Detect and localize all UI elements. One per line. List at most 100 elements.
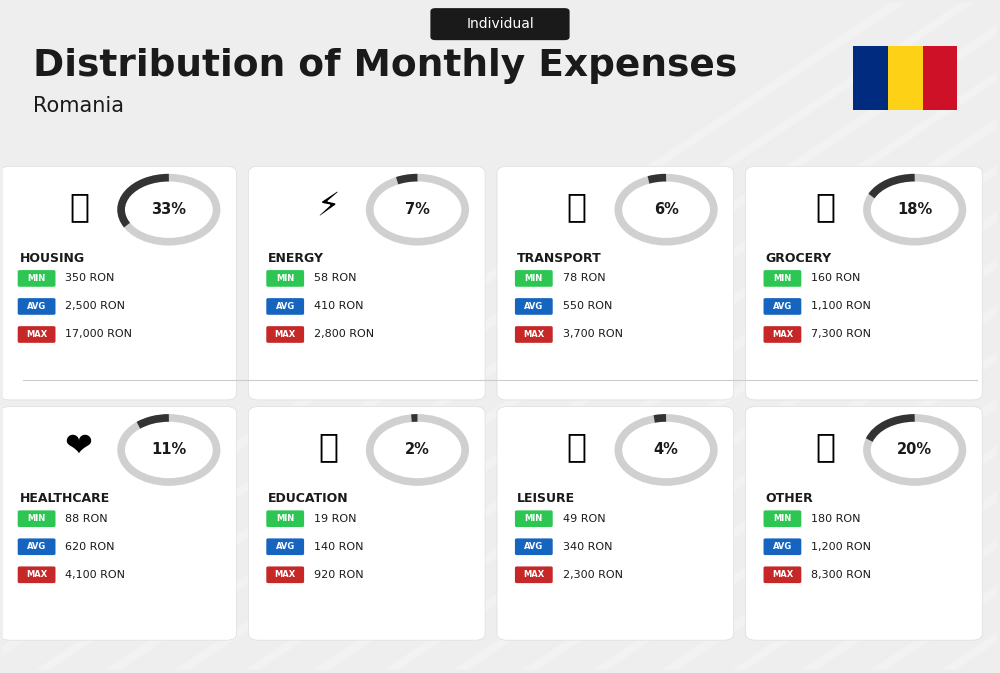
Text: 7%: 7% (405, 202, 430, 217)
FancyBboxPatch shape (497, 166, 734, 400)
FancyBboxPatch shape (266, 567, 304, 583)
Text: Romania: Romania (33, 96, 124, 116)
FancyBboxPatch shape (764, 567, 801, 583)
Text: 140 RON: 140 RON (314, 542, 364, 552)
FancyBboxPatch shape (746, 166, 982, 400)
Text: 920 RON: 920 RON (314, 570, 364, 579)
FancyBboxPatch shape (764, 298, 801, 315)
FancyBboxPatch shape (853, 46, 888, 110)
Text: MAX: MAX (275, 570, 296, 579)
Text: 550 RON: 550 RON (563, 302, 612, 312)
FancyBboxPatch shape (515, 510, 553, 527)
Text: Individual: Individual (466, 17, 534, 31)
Text: 1,100 RON: 1,100 RON (811, 302, 871, 312)
Text: ENERGY: ENERGY (268, 252, 324, 265)
Text: 19 RON: 19 RON (314, 513, 357, 524)
FancyBboxPatch shape (0, 406, 236, 640)
Text: 58 RON: 58 RON (314, 273, 357, 283)
FancyBboxPatch shape (248, 166, 485, 400)
FancyBboxPatch shape (266, 510, 304, 527)
Text: MAX: MAX (26, 330, 47, 339)
Text: 20%: 20% (897, 442, 932, 458)
FancyBboxPatch shape (497, 406, 734, 640)
FancyBboxPatch shape (266, 538, 304, 555)
FancyBboxPatch shape (18, 567, 55, 583)
FancyBboxPatch shape (248, 406, 485, 640)
FancyBboxPatch shape (923, 46, 957, 110)
Text: AVG: AVG (27, 302, 46, 311)
Text: 🏢: 🏢 (69, 190, 89, 223)
Text: 88 RON: 88 RON (65, 513, 108, 524)
FancyBboxPatch shape (18, 326, 55, 343)
Text: MIN: MIN (773, 274, 792, 283)
Text: 78 RON: 78 RON (563, 273, 605, 283)
Text: 49 RON: 49 RON (563, 513, 605, 524)
Text: HEALTHCARE: HEALTHCARE (20, 492, 110, 505)
Text: 6%: 6% (654, 202, 679, 217)
Text: 18%: 18% (897, 202, 932, 217)
Text: 11%: 11% (151, 442, 186, 458)
FancyBboxPatch shape (430, 8, 570, 40)
Text: 4,100 RON: 4,100 RON (65, 570, 125, 579)
Text: AVG: AVG (27, 542, 46, 551)
Text: 180 RON: 180 RON (811, 513, 861, 524)
Text: 160 RON: 160 RON (811, 273, 861, 283)
Text: 1,200 RON: 1,200 RON (811, 542, 871, 552)
Text: EDUCATION: EDUCATION (268, 492, 349, 505)
Text: 4%: 4% (654, 442, 679, 458)
FancyBboxPatch shape (515, 298, 553, 315)
Text: MIN: MIN (276, 514, 294, 523)
Text: AVG: AVG (524, 302, 543, 311)
Text: 🚌: 🚌 (567, 190, 587, 223)
Text: 2%: 2% (405, 442, 430, 458)
Text: HOUSING: HOUSING (20, 252, 85, 265)
Text: GROCERY: GROCERY (766, 252, 832, 265)
Text: 2,300 RON: 2,300 RON (563, 570, 623, 579)
Text: 🛍️: 🛍️ (567, 430, 587, 463)
Text: 340 RON: 340 RON (563, 542, 612, 552)
Text: Distribution of Monthly Expenses: Distribution of Monthly Expenses (33, 48, 737, 84)
Text: 350 RON: 350 RON (65, 273, 115, 283)
Text: 17,000 RON: 17,000 RON (65, 330, 132, 339)
Text: 🛒: 🛒 (815, 190, 835, 223)
Text: OTHER: OTHER (766, 492, 813, 505)
Text: AVG: AVG (773, 542, 792, 551)
Text: MAX: MAX (772, 330, 793, 339)
FancyBboxPatch shape (764, 510, 801, 527)
FancyBboxPatch shape (18, 298, 55, 315)
FancyBboxPatch shape (0, 166, 236, 400)
Text: ⚡: ⚡ (316, 190, 340, 223)
Text: MIN: MIN (27, 514, 46, 523)
FancyBboxPatch shape (764, 270, 801, 287)
FancyBboxPatch shape (18, 270, 55, 287)
Text: AVG: AVG (773, 302, 792, 311)
Text: MIN: MIN (525, 274, 543, 283)
Text: ❤️: ❤️ (65, 430, 93, 463)
Text: MAX: MAX (275, 330, 296, 339)
Text: TRANSPORT: TRANSPORT (517, 252, 602, 265)
FancyBboxPatch shape (266, 270, 304, 287)
FancyBboxPatch shape (746, 406, 982, 640)
Text: MIN: MIN (773, 514, 792, 523)
Text: MAX: MAX (523, 570, 544, 579)
Text: MIN: MIN (27, 274, 46, 283)
Text: 3,700 RON: 3,700 RON (563, 330, 623, 339)
Text: 8,300 RON: 8,300 RON (811, 570, 871, 579)
Text: AVG: AVG (524, 542, 543, 551)
FancyBboxPatch shape (515, 538, 553, 555)
Text: AVG: AVG (276, 302, 295, 311)
FancyBboxPatch shape (888, 46, 923, 110)
Text: 410 RON: 410 RON (314, 302, 364, 312)
FancyBboxPatch shape (266, 326, 304, 343)
FancyBboxPatch shape (515, 326, 553, 343)
Text: AVG: AVG (276, 542, 295, 551)
Text: LEISURE: LEISURE (517, 492, 575, 505)
FancyBboxPatch shape (515, 567, 553, 583)
FancyBboxPatch shape (515, 270, 553, 287)
FancyBboxPatch shape (266, 298, 304, 315)
FancyBboxPatch shape (764, 538, 801, 555)
FancyBboxPatch shape (18, 510, 55, 527)
Text: MAX: MAX (772, 570, 793, 579)
Text: MIN: MIN (276, 274, 294, 283)
FancyBboxPatch shape (18, 538, 55, 555)
